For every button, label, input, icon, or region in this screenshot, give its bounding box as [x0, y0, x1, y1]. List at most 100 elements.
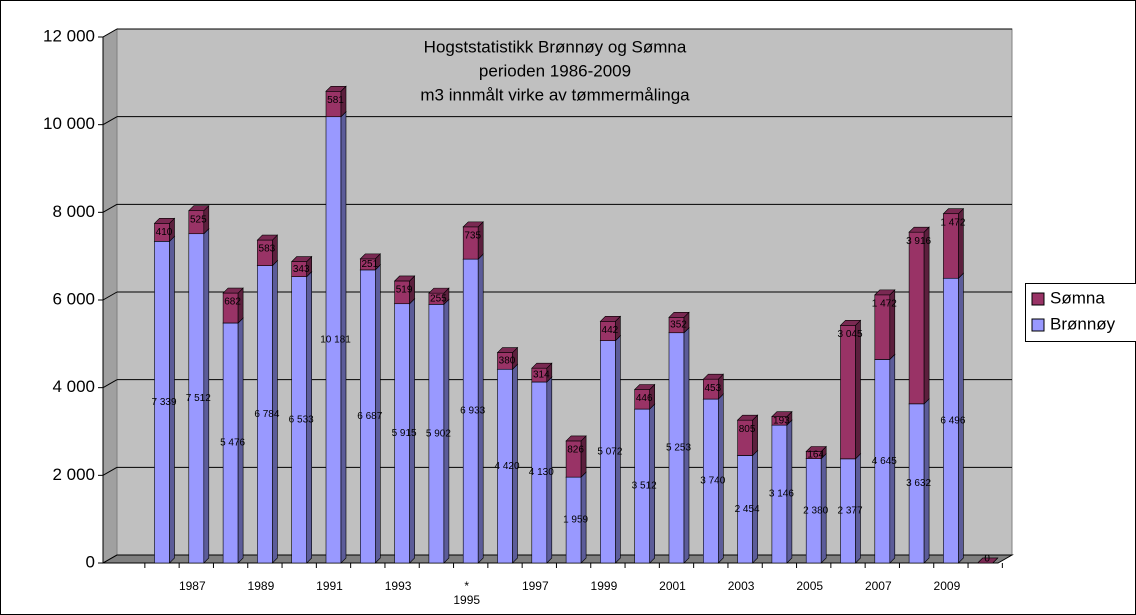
bar-top — [325, 85, 347, 92]
value-label: 583 — [259, 244, 276, 255]
bar-side — [855, 319, 861, 460]
value-label: 6 533 — [289, 414, 314, 425]
bar-top — [496, 347, 519, 353]
value-label: 255 — [430, 293, 447, 304]
grid-line — [102, 554, 118, 564]
value-label: 7 339 — [151, 397, 176, 408]
y-tick-label: 8 000 — [52, 202, 95, 221]
y-tick-label: 12 000 — [43, 26, 95, 45]
y-tick-label: 4 000 — [52, 377, 95, 396]
bar-top — [771, 411, 793, 417]
x-tick-label: 1999 — [591, 579, 618, 593]
x-tick-label: 1997 — [522, 579, 549, 593]
bar-side — [923, 226, 930, 405]
value-label: 446 — [636, 393, 653, 404]
chart-title: Hogststatistikk Brønnøy og Sømna — [424, 37, 687, 56]
y-tick-label: 6 000 — [52, 289, 95, 308]
bar-top — [359, 253, 382, 260]
bar-top — [633, 384, 656, 390]
grid-line — [102, 379, 118, 389]
bar-top — [668, 312, 690, 318]
value-label: 735 — [464, 231, 481, 242]
bar-top — [702, 373, 725, 380]
x-tick-label: 1987 — [179, 579, 206, 593]
value-label: 442 — [602, 325, 619, 336]
value-label: 6 784 — [254, 409, 279, 420]
x-tick-label: 1993 — [385, 579, 412, 593]
value-label: 1 959 — [563, 515, 588, 526]
value-label: 1 472 — [940, 217, 965, 228]
x-tick-label: 2001 — [659, 579, 686, 593]
bar-side — [752, 414, 758, 457]
value-label: 6 933 — [460, 406, 485, 417]
chart-title: perioden 1986-2009 — [479, 61, 631, 80]
value-label: 581 — [327, 95, 344, 106]
value-label: 5 072 — [597, 446, 622, 457]
value-label: 5 902 — [426, 428, 451, 439]
bar-top — [393, 275, 416, 282]
bar-top — [188, 205, 210, 212]
bar-top — [908, 226, 930, 233]
bar-top — [290, 256, 313, 262]
value-label: 314 — [533, 370, 550, 381]
bar-top — [805, 446, 827, 452]
grid-line — [102, 291, 118, 301]
value-label: 826 — [567, 445, 584, 456]
bar-top — [874, 289, 896, 296]
value-label: 251 — [361, 259, 378, 270]
x-tick-label: 2005 — [796, 579, 823, 593]
value-label: 1 472 — [872, 299, 897, 310]
bar-segment — [908, 231, 925, 405]
value-label: 2 380 — [803, 505, 828, 516]
bar-top — [599, 316, 622, 322]
legend-swatch — [1031, 292, 1045, 306]
value-label: 380 — [499, 356, 516, 367]
value-label: 6 496 — [940, 415, 965, 426]
value-label: 164 — [807, 450, 824, 461]
bar-side — [580, 435, 587, 478]
grid-line — [102, 466, 118, 476]
value-label: 4 130 — [529, 467, 554, 478]
grid-line — [102, 28, 118, 38]
legend-label: Brønnøy — [1050, 314, 1116, 333]
y-tick-label: 10 000 — [43, 114, 95, 133]
grid-line — [102, 203, 118, 213]
bar-top — [462, 221, 484, 228]
value-label: 2 454 — [735, 504, 760, 515]
value-label: 3 740 — [700, 476, 725, 487]
bar-top — [222, 287, 244, 294]
value-label: 3 045 — [837, 329, 862, 340]
value-label: 0 — [984, 554, 990, 565]
y-tick-label: 0 — [86, 552, 95, 571]
bar-top — [976, 557, 999, 564]
value-label: 352 — [670, 320, 687, 331]
value-label: 3 632 — [906, 478, 931, 489]
value-label: 3 512 — [632, 481, 657, 492]
value-label: 3 916 — [906, 236, 931, 247]
bar-top — [736, 414, 759, 421]
y-tick-label: 2 000 — [52, 465, 95, 484]
x-tick-label: 1991 — [316, 579, 343, 593]
x-tick-label: 2007 — [865, 579, 892, 593]
value-label: 343 — [293, 264, 310, 275]
legend-label: Sømna — [1050, 288, 1105, 307]
bar-top — [256, 234, 279, 241]
value-label: 10 181 — [320, 335, 351, 346]
x-tick-label: 1989 — [248, 579, 275, 593]
bar-top — [428, 287, 450, 294]
x-tick-label: 2009 — [934, 579, 961, 593]
value-label: 453 — [704, 383, 721, 394]
bar-top — [942, 208, 965, 215]
value-label: 519 — [396, 285, 413, 296]
bar-top — [839, 320, 862, 326]
value-label: 7 512 — [186, 393, 211, 404]
value-label: 410 — [156, 227, 173, 238]
value-label: 4 420 — [494, 461, 519, 472]
value-label: 682 — [224, 297, 241, 308]
value-label: 3 146 — [769, 489, 794, 500]
value-label: 5 476 — [220, 438, 245, 449]
value-label: 5 253 — [666, 443, 691, 454]
bar-segment — [840, 325, 856, 460]
value-label: 6 687 — [357, 411, 382, 422]
